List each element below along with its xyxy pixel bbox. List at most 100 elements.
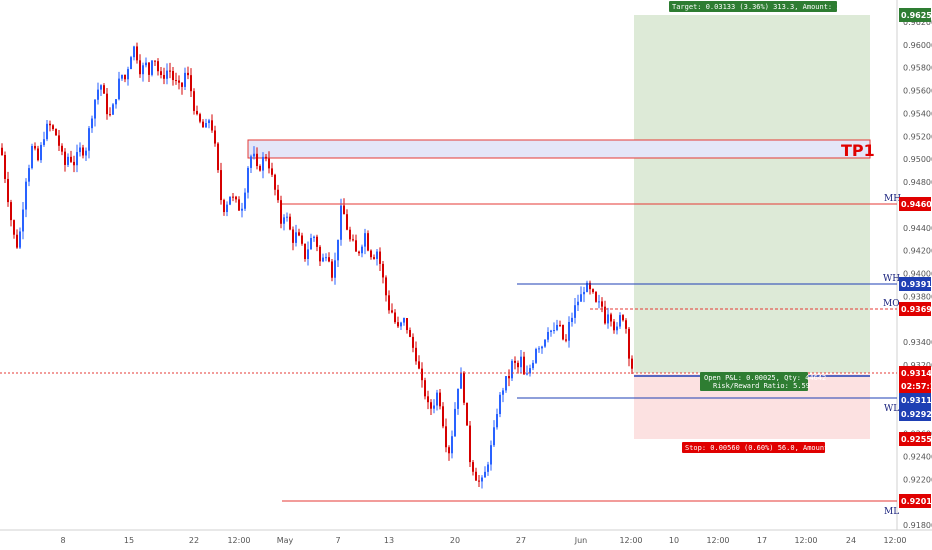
candle-body (265, 156, 267, 159)
candle-body (520, 356, 522, 368)
candle-body (202, 121, 204, 128)
candle-body (379, 251, 381, 264)
candle-body (460, 372, 462, 389)
candle-body (232, 196, 234, 198)
candle-body (163, 74, 165, 79)
candle-body (454, 408, 456, 437)
candle-body (490, 445, 492, 465)
svg-text:0.93117: 0.93117 (901, 396, 932, 405)
candle-body (178, 80, 180, 83)
candle-body (586, 282, 588, 292)
svg-text:Open P&L: 0.00025, Qty: 44642: Open P&L: 0.00025, Qty: 44642 (704, 374, 826, 382)
candle-body (88, 128, 90, 151)
countdown: 02:57:12 (901, 382, 932, 391)
candle-body (181, 82, 183, 87)
tp1-label: TP1 (841, 141, 875, 160)
time-axis[interactable] (0, 530, 932, 550)
candle-body (220, 170, 222, 201)
candle-body (583, 291, 585, 295)
candle-body (439, 392, 441, 407)
candle-body (541, 346, 543, 349)
candle-body (121, 74, 123, 79)
candle-body (112, 104, 114, 115)
candle-body (502, 390, 504, 395)
candle-body (436, 392, 438, 406)
candle-body (391, 310, 393, 313)
candle-body (517, 362, 519, 368)
candle-body (13, 220, 15, 235)
price-axis[interactable] (897, 0, 932, 530)
candle-body (43, 139, 45, 145)
candle-body (259, 166, 261, 171)
candle-body (253, 153, 255, 157)
candle-body (310, 238, 312, 250)
candle-body (595, 292, 597, 302)
candle-body (400, 322, 402, 327)
candle-body (550, 330, 552, 332)
candle-body (463, 372, 465, 403)
candle-body (349, 229, 351, 240)
x-tick-label: 24 (846, 536, 856, 545)
candle-body (304, 243, 306, 259)
target-zone[interactable] (634, 15, 870, 373)
mo-label: MO (883, 299, 900, 309)
candle-body (472, 462, 474, 472)
candle-body (145, 62, 147, 66)
candle-body (238, 199, 240, 211)
x-tick-label: 12:00 (883, 536, 906, 545)
candle-body (157, 61, 159, 72)
candle-body (175, 80, 177, 82)
candle-body (484, 471, 486, 478)
price-tag-entry: 0.93117 (899, 393, 932, 407)
candle-body (547, 331, 549, 340)
candle-body (394, 312, 396, 323)
candle-body (286, 216, 288, 218)
candle-body (397, 322, 399, 327)
candle-body (22, 209, 24, 232)
candle-body (601, 301, 603, 307)
candle-body (559, 324, 561, 326)
candle-body (247, 167, 249, 193)
price-tag-stop: 0.92557 (899, 432, 932, 446)
position-info-box[interactable]: Open P&L: 0.00025, Qty: 44642 Risk/Rewar… (700, 372, 826, 391)
candle-body (94, 99, 96, 119)
tp1-zone[interactable] (247, 139, 871, 159)
candle-body (61, 145, 63, 152)
candle-body (385, 277, 387, 296)
candle-body (118, 78, 120, 100)
candle-body (226, 204, 228, 213)
mh-label: MH (884, 194, 901, 204)
candle-body (334, 260, 336, 278)
candle-body (346, 214, 348, 230)
candle-body (289, 216, 291, 230)
candle-body (340, 205, 342, 240)
candle-body (271, 168, 273, 175)
candle-body (619, 315, 621, 327)
candle-body (214, 130, 216, 144)
candle-body (40, 144, 42, 161)
target-info-box[interactable]: Target: 0.03133 (3.36%) 313.3, Amount: 2… (669, 1, 866, 12)
stop-info-box[interactable]: Stop: 0.00560 (0.60%) 56.0, Amount: 750 (682, 442, 849, 453)
candle-body (424, 380, 426, 397)
candle-body (313, 236, 315, 239)
candle-body (169, 70, 171, 72)
candle-body (124, 74, 126, 80)
candle-body (229, 196, 231, 205)
candle-body (376, 251, 378, 259)
x-tick-label: 12:00 (227, 536, 250, 545)
candle-body (373, 257, 375, 259)
candle-body (10, 202, 12, 221)
candle-body (211, 120, 213, 131)
candle-body (322, 257, 324, 262)
svg-text:0.92018: 0.92018 (901, 497, 932, 506)
candle-body (325, 257, 327, 259)
candle-body (205, 123, 207, 128)
